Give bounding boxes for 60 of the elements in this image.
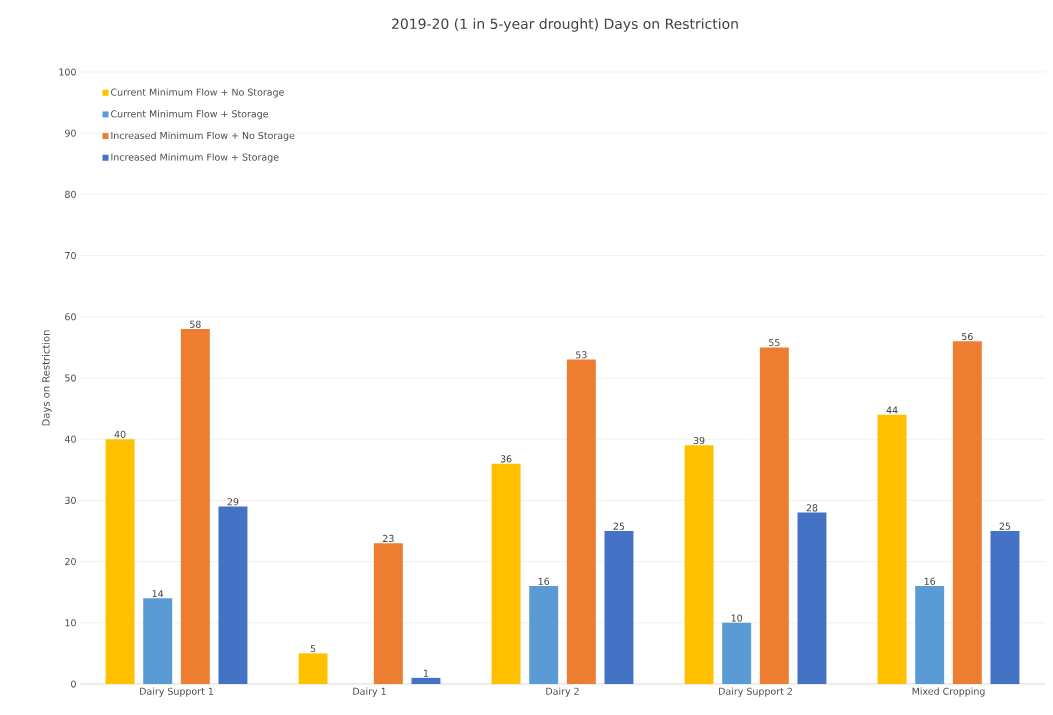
y-axis-title: Days on Restriction [41,330,52,426]
bar [566,359,596,684]
bar [877,414,907,684]
x-tick-label: Dairy 1 [353,687,386,697]
legend-label: Current Minimum Flow + No Storage [111,88,284,98]
bar [298,653,328,684]
bar [143,598,173,684]
data-label: 53 [576,351,587,359]
y-tick-label: 30 [65,496,76,504]
data-label: 25 [613,522,625,530]
y-tick-label: 50 [65,374,76,382]
bar [684,445,714,684]
data-label: 55 [769,339,780,347]
data-label: 1 [424,669,429,677]
data-label: 29 [227,498,239,506]
y-tick-label: 20 [65,558,76,566]
x-tick-label: Mixed Cropping [912,687,985,697]
chart-title: 2019-20 (1 in 5-year drought) Days on Restriction [392,18,738,32]
bar [990,530,1020,684]
bar [604,530,634,684]
legend-label: Increased Minimum Flow + No Storage [111,131,295,141]
data-label: 5 [310,645,316,653]
data-label: 23 [382,534,394,543]
data-label: 16 [538,577,550,585]
bar [952,341,982,684]
legend-label: Increased Minimum Flow + Storage [111,153,279,163]
y-tick-label: 0 [71,680,76,688]
data-label: 10 [731,614,743,622]
y-tick-label: 90 [65,129,76,137]
bar [529,586,559,684]
x-tick-label: Dairy Support 2 [719,687,792,697]
data-label: 44 [886,406,898,414]
bar [218,506,248,684]
y-tick-label: 80 [65,190,76,198]
data-label: 36 [500,455,512,463]
y-tick-label: 70 [65,252,76,260]
bar [411,677,441,684]
x-tick-label: Dairy Support 1 [140,687,213,697]
bar [915,586,945,684]
data-label: 39 [693,436,705,445]
y-tick-label: 10 [65,619,76,627]
bar [491,463,521,684]
y-tick-label: 40 [64,435,76,443]
data-label: 56 [962,332,973,341]
data-label: 58 [190,320,201,328]
bar [797,512,827,684]
bar [180,329,210,684]
y-tick-label: 60 [65,313,76,321]
legend-label: Current Minimum Flow + Storage [111,110,269,120]
y-tick-label: 100 [59,68,76,76]
x-tick-label: Dairy 2 [546,687,579,697]
data-label: 16 [924,577,936,585]
data-label: 40 [114,430,126,438]
bar [105,439,135,684]
bar [759,347,789,684]
data-label: 25 [999,522,1011,530]
data-label: 28 [806,504,818,512]
bar [722,622,752,684]
data-label: 14 [152,590,164,598]
bar [373,543,403,684]
